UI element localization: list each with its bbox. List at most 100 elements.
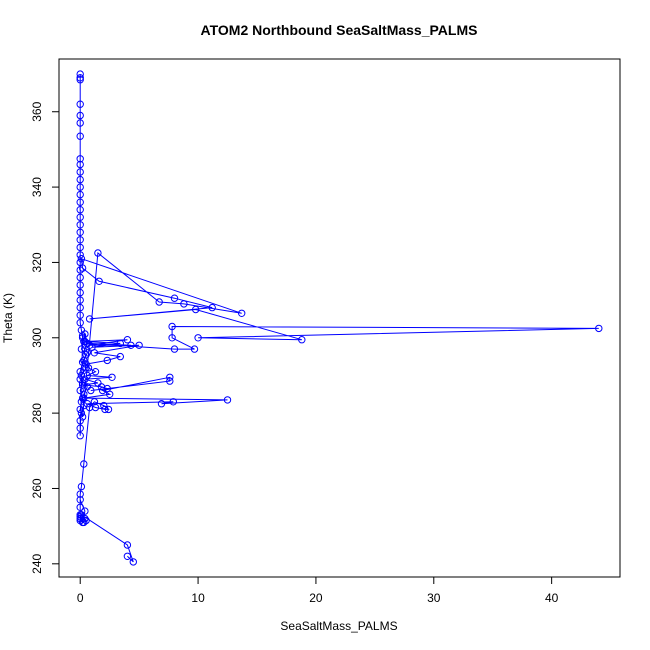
data-point — [76, 424, 84, 432]
data-point — [76, 221, 84, 229]
data-point — [76, 516, 84, 525]
data-point — [76, 368, 84, 376]
data-point — [223, 396, 232, 404]
data-point — [83, 339, 92, 348]
x-axis: 0 10 20 30 40 — [77, 576, 559, 605]
data-point — [77, 345, 86, 353]
data-point — [76, 514, 84, 523]
data-point — [123, 541, 132, 549]
data-point — [169, 398, 178, 406]
data-point — [76, 190, 84, 199]
data-point — [77, 511, 86, 519]
y-axis: 240 260 280 300 320 340 360 — [30, 101, 60, 574]
data-point — [85, 403, 94, 412]
series-line — [79, 74, 599, 563]
data-point — [76, 490, 84, 498]
data-point — [76, 198, 84, 206]
data-point — [166, 373, 174, 381]
x-tick-label: 10 — [191, 591, 205, 605]
data-point — [238, 309, 246, 317]
data-point — [76, 132, 84, 140]
data-point — [106, 390, 114, 398]
data-point — [76, 405, 84, 414]
data-point — [76, 206, 84, 214]
data-point — [90, 398, 99, 406]
data-point — [76, 228, 84, 237]
data-point — [168, 334, 176, 342]
data-point — [103, 356, 112, 365]
data-point — [94, 249, 102, 257]
data-point — [81, 337, 89, 346]
data-point — [76, 160, 84, 169]
data-point — [180, 300, 188, 308]
data-point — [76, 236, 84, 244]
data-point — [76, 100, 84, 108]
y-tick-label: 360 — [30, 101, 44, 121]
x-tick-label: 20 — [309, 591, 323, 605]
y-tick-label: 300 — [30, 327, 44, 347]
data-point — [155, 298, 163, 306]
x-tick-label: 30 — [427, 591, 441, 605]
data-point — [170, 294, 179, 302]
data-point — [83, 400, 92, 408]
data-point — [78, 413, 87, 421]
data-point — [83, 349, 92, 357]
data-point — [91, 368, 100, 376]
plot-frame — [58, 58, 621, 578]
data-point — [123, 336, 132, 344]
y-tick-label: 340 — [30, 177, 44, 197]
data-point — [76, 496, 84, 504]
data-point — [76, 74, 84, 82]
data-point — [76, 183, 84, 191]
data-point — [90, 349, 99, 357]
data-point — [76, 303, 84, 312]
data-point — [168, 322, 176, 331]
data-point — [129, 558, 138, 566]
data-point — [192, 305, 200, 314]
data-point — [80, 394, 88, 402]
data-point — [123, 552, 132, 560]
data-point — [76, 266, 84, 274]
data-point — [87, 386, 95, 395]
data-point — [98, 386, 107, 395]
data-point — [76, 119, 84, 127]
data-point — [82, 360, 90, 368]
data-point — [208, 303, 216, 312]
data-point — [190, 345, 199, 353]
data-point — [76, 288, 84, 297]
data-point — [78, 358, 87, 366]
data-point — [77, 482, 86, 491]
data-point — [78, 379, 87, 387]
series-layer — [76, 70, 603, 566]
x-tick-label: 40 — [545, 591, 559, 605]
data-point — [76, 273, 84, 282]
data-point — [80, 460, 88, 468]
data-point — [76, 111, 84, 120]
data-point — [82, 351, 90, 359]
data-point — [194, 334, 202, 342]
data-point — [595, 324, 603, 333]
data-point — [95, 277, 103, 285]
data-point — [170, 345, 179, 353]
data-point — [83, 371, 92, 380]
y-tick-label: 280 — [30, 403, 44, 423]
data-point — [101, 405, 109, 414]
data-point — [76, 296, 84, 304]
x-tick-label: 0 — [77, 591, 84, 605]
data-point — [84, 364, 93, 372]
data-point — [76, 432, 84, 440]
data-point — [77, 255, 86, 263]
data-point — [76, 319, 84, 327]
data-point — [76, 70, 84, 78]
data-point — [82, 364, 90, 372]
y-tick-label: 320 — [30, 252, 44, 272]
data-point — [76, 417, 84, 425]
y-axis-label: Theta (K) — [1, 293, 15, 343]
data-point — [116, 352, 125, 361]
data-point — [166, 377, 174, 385]
y-tick-label: 260 — [30, 478, 44, 498]
data-point — [76, 281, 84, 289]
data-point — [76, 503, 84, 511]
data-point — [76, 213, 84, 221]
